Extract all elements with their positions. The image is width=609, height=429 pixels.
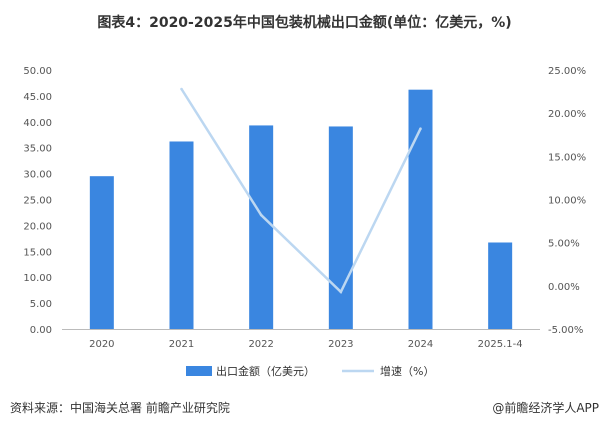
source-note: 资料来源：中国海关总署 前瞻产业研究院 bbox=[10, 401, 230, 415]
attribution: @前瞻经济学人APP bbox=[492, 401, 599, 415]
y-left-tick-label: 0.00 bbox=[30, 325, 52, 336]
y-left-tick-label: 30.00 bbox=[23, 170, 52, 181]
x-tick-label: 2023 bbox=[328, 339, 353, 350]
y-right-tick-label: 5.00% bbox=[548, 239, 580, 250]
x-tick-label: 2021 bbox=[169, 339, 194, 350]
y-left-tick-label: 25.00 bbox=[23, 196, 52, 207]
bar bbox=[89, 176, 114, 329]
y-right-tick-label: 20.00% bbox=[548, 109, 586, 120]
y-left-tick-label: 10.00 bbox=[23, 273, 52, 284]
growth-point bbox=[259, 213, 263, 217]
y-right-tick-label: 10.00% bbox=[548, 196, 586, 207]
growth-point bbox=[180, 87, 183, 91]
y-right-tick-label: 0.00% bbox=[548, 282, 580, 293]
x-tick-label: 2022 bbox=[248, 339, 273, 350]
y-right-tick-label: -5.00% bbox=[548, 325, 583, 336]
y-right-tick-label: 15.00% bbox=[548, 152, 586, 163]
legend-bar-label: 出口金额（亿美元） bbox=[216, 364, 315, 378]
growth-point bbox=[339, 290, 343, 294]
y-right-tick-label: 25.00% bbox=[548, 66, 586, 77]
growth-point bbox=[419, 127, 422, 131]
bar bbox=[328, 126, 353, 329]
legend-line-label: 增速（%） bbox=[380, 364, 434, 378]
bar bbox=[169, 141, 194, 329]
x-tick-label: 2024 bbox=[408, 339, 433, 350]
x-tick-label: 2025.1-4 bbox=[478, 339, 523, 350]
y-left-tick-label: 45.00 bbox=[23, 92, 52, 103]
y-left-tick-label: 20.00 bbox=[23, 221, 52, 232]
bar bbox=[249, 125, 274, 330]
y-left-tick-label: 35.00 bbox=[23, 144, 52, 155]
y-left-tick-label: 5.00 bbox=[30, 299, 52, 310]
x-tick-label: 2020 bbox=[89, 339, 114, 350]
y-left-tick-label: 50.00 bbox=[23, 66, 52, 77]
bar bbox=[408, 89, 433, 330]
y-left-tick-label: 15.00 bbox=[23, 247, 52, 258]
legend-bar-swatch bbox=[186, 366, 212, 376]
growth-line bbox=[180, 88, 422, 294]
bar bbox=[488, 242, 513, 329]
chart-title: 图表4：2020-2025年中国包装机械出口金额(单位：亿美元，%) bbox=[97, 15, 512, 31]
y-left-tick-label: 40.00 bbox=[23, 118, 52, 129]
